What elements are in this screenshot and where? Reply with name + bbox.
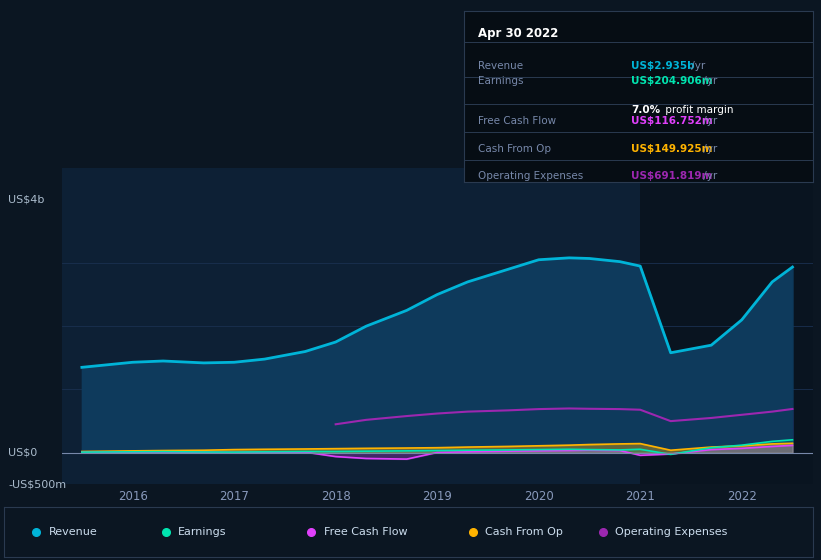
Text: Earnings: Earnings: [178, 527, 227, 537]
Text: Earnings: Earnings: [478, 76, 523, 86]
Text: US$691.819m: US$691.819m: [631, 171, 713, 181]
Text: Revenue: Revenue: [478, 60, 523, 71]
Text: US$116.752m: US$116.752m: [631, 116, 713, 126]
Text: US$149.925m: US$149.925m: [631, 143, 713, 153]
Text: /yr: /yr: [700, 116, 718, 126]
Text: Cash From Op: Cash From Op: [478, 143, 551, 153]
Text: US$204.906m: US$204.906m: [631, 76, 713, 86]
Text: Revenue: Revenue: [48, 527, 98, 537]
Text: Free Cash Flow: Free Cash Flow: [478, 116, 556, 126]
Bar: [640, 168, 813, 484]
Text: Apr 30 2022: Apr 30 2022: [478, 26, 558, 40]
Text: Operating Expenses: Operating Expenses: [478, 171, 583, 181]
Text: US$4b: US$4b: [8, 195, 44, 204]
Text: /yr: /yr: [700, 171, 718, 181]
Text: /yr: /yr: [700, 76, 718, 86]
Text: US$0: US$0: [8, 448, 38, 458]
Text: Operating Expenses: Operating Expenses: [615, 527, 727, 537]
Text: -US$500m: -US$500m: [8, 479, 67, 489]
Text: profit margin: profit margin: [662, 105, 733, 115]
Text: Free Cash Flow: Free Cash Flow: [323, 527, 407, 537]
Text: /yr: /yr: [688, 60, 705, 71]
Text: 7.0%: 7.0%: [631, 105, 660, 115]
Text: /yr: /yr: [700, 143, 718, 153]
Text: Cash From Op: Cash From Op: [485, 527, 563, 537]
Text: US$2.935b: US$2.935b: [631, 60, 695, 71]
